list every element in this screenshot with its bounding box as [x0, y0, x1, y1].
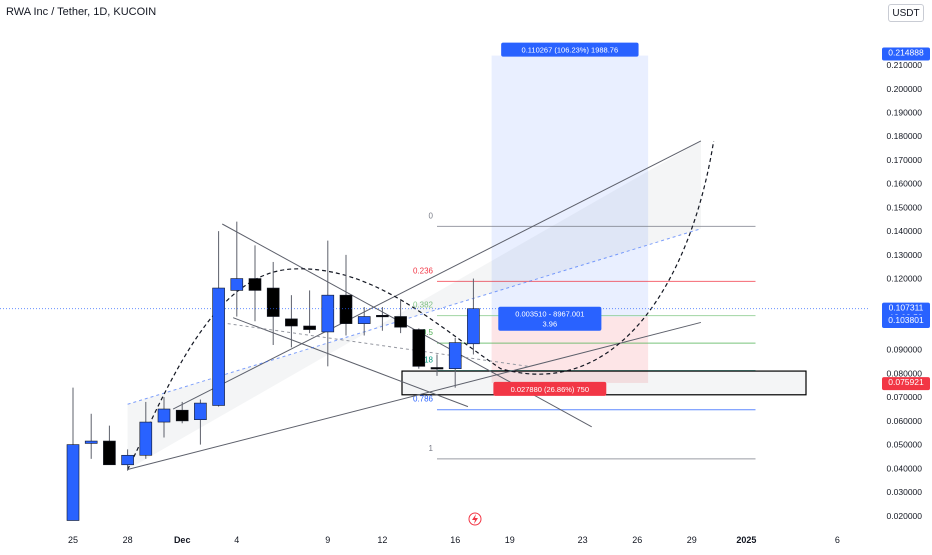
- x-tick-label: 19: [505, 535, 515, 545]
- y-tick-label: 0.160000: [887, 179, 923, 189]
- y-tick-label: 0.040000: [887, 463, 923, 473]
- y-tick-label: 0.070000: [887, 392, 923, 402]
- candle-body: [285, 318, 298, 327]
- x-tick-label: 6: [835, 535, 840, 545]
- y-tick-label: 0.210000: [887, 60, 923, 70]
- candle-body: [212, 287, 225, 406]
- rising-channel-upper: [172, 140, 702, 410]
- level-a-badge-bg: [882, 314, 930, 328]
- entry-label-bg: [498, 306, 602, 331]
- candle-body: [467, 308, 480, 345]
- candle-body: [448, 342, 462, 369]
- level-b-badge-text: 0.075921: [888, 377, 924, 387]
- candle-body: [430, 367, 444, 370]
- target-label-bg: [501, 42, 639, 57]
- candle-body: [412, 329, 426, 367]
- y-tick-label: 0.170000: [887, 155, 923, 165]
- fib-level-label: 0.382: [413, 301, 434, 310]
- fib-level-label: 0.5: [422, 328, 434, 337]
- fib-level-label: 0.786: [413, 395, 434, 404]
- x-tick-label: 4: [234, 535, 239, 545]
- target-label-text: 0.110267 (106.23%) 1988.76: [522, 46, 619, 55]
- lightning-icon: [472, 514, 478, 524]
- candle-body: [266, 287, 280, 317]
- candle-body: [376, 315, 389, 318]
- x-tick-label: Dec: [174, 535, 191, 545]
- candle-body: [248, 278, 262, 291]
- symbol-title: RWA Inc / Tether, 1D, KUCOIN: [6, 6, 157, 18]
- candles-layer: [66, 221, 480, 521]
- fib-level-label: 0.236: [413, 266, 434, 275]
- candle-body: [339, 294, 353, 324]
- rising-channel-fill: [127, 140, 701, 470]
- candle-body: [121, 454, 134, 466]
- y-tick-label: 0.200000: [887, 84, 923, 94]
- x-tick-label: 12: [377, 535, 387, 545]
- candle-body: [84, 440, 98, 444]
- y-tick-label: 0.120000: [887, 274, 923, 284]
- x-tick-label: 23: [578, 535, 588, 545]
- entry-label-text: 3.96: [543, 320, 558, 329]
- stop-label-text: 0.027880 (26.86%) 750: [511, 385, 589, 394]
- y-tick-label: 0.060000: [887, 416, 923, 426]
- y-tick-label: 0.150000: [887, 202, 923, 212]
- x-tick-label: 25: [68, 535, 78, 545]
- y-tick-label: 0.180000: [887, 131, 923, 141]
- y-tick-label: 0.050000: [887, 440, 923, 450]
- x-tick-label: 26: [632, 535, 642, 545]
- labels-layer: 0.110267 (106.23%) 1988.76 0.003510 - 896…: [493, 42, 639, 396]
- last-price-badge-text: 0.107311: [889, 303, 924, 313]
- candle-body: [139, 421, 153, 456]
- top-price-badge-text: 0.214888: [888, 47, 924, 57]
- projected-path: [127, 140, 715, 470]
- price-axis-background: [870, 0, 932, 550]
- candle-body: [303, 325, 316, 330]
- currency-button[interactable]: USDT: [888, 4, 924, 22]
- level-a-badge-text: 0.103801: [888, 315, 924, 325]
- y-tick-label: 0.090000: [887, 345, 923, 355]
- candle-body: [175, 409, 189, 422]
- x-tick-label: 29: [687, 535, 697, 545]
- y-tick-label: 0.030000: [887, 487, 923, 497]
- x-tick-label: 2025: [736, 535, 756, 545]
- y-tick-label: 0.140000: [887, 226, 923, 236]
- position-profit-zone: [491, 55, 649, 317]
- candle-body: [321, 294, 335, 333]
- y-tick-label: 0.130000: [887, 250, 923, 260]
- y-tick-label: 0.080000: [887, 368, 923, 378]
- x-tick-label: 16: [450, 535, 460, 545]
- candle-body: [103, 440, 116, 466]
- fib-level-label: 1: [429, 444, 434, 453]
- candle-body: [157, 408, 171, 423]
- candle-body: [66, 444, 80, 521]
- fib-level-label: 0: [429, 211, 434, 220]
- candle-body: [357, 316, 371, 324]
- rising-channel-lower: [127, 321, 702, 470]
- minor-trend-line: [227, 323, 529, 367]
- y-tick-label: 0.020000: [887, 511, 923, 521]
- candle-body: [230, 278, 244, 291]
- entry-label-text: 0.003510 - 8967.001: [515, 310, 584, 319]
- candle-body: [394, 316, 407, 328]
- x-tick-label: 28: [123, 535, 133, 545]
- channel-midline: [127, 228, 702, 405]
- y-tick-label: 0.190000: [887, 108, 923, 118]
- top-price-badge-bg: [882, 47, 930, 61]
- stop-label-bg: [493, 381, 607, 396]
- level-b-badge-bg: [882, 377, 930, 391]
- candle-body: [194, 402, 207, 420]
- x-tick-label: 9: [325, 535, 330, 545]
